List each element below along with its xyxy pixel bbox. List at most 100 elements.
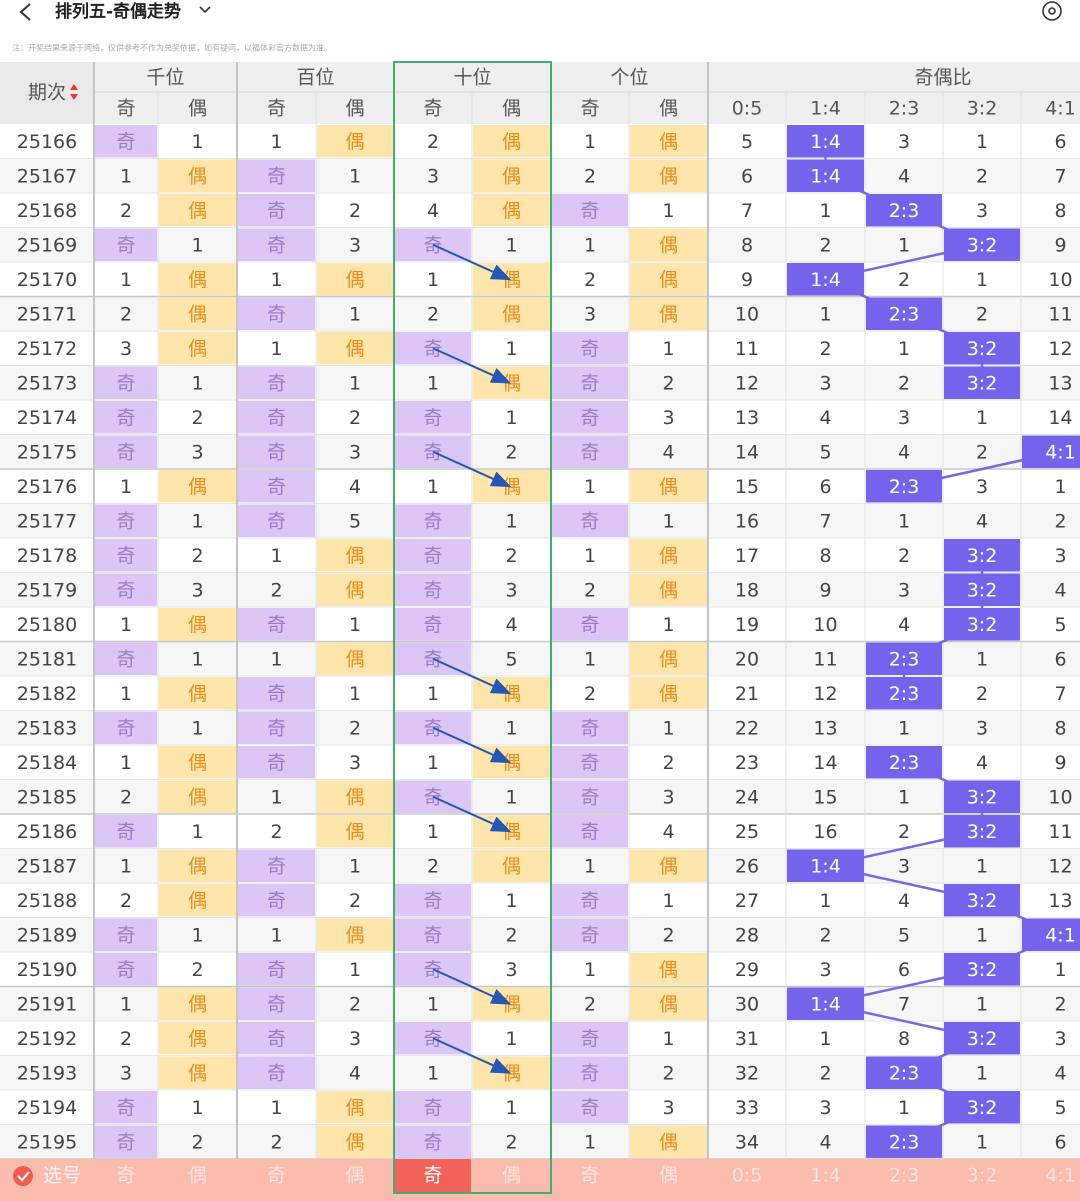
footer-option[interactable]: 0:5 (732, 1165, 763, 1187)
cell-value: 奇 (423, 510, 442, 532)
cell-value: 偶 (188, 614, 207, 636)
cell-value: 29 (735, 959, 759, 981)
footer-option[interactable]: 偶 (345, 1165, 364, 1187)
back-button[interactable] (19, 3, 31, 21)
cell-value: 3 (427, 165, 439, 187)
cell-value: 偶 (659, 1131, 678, 1153)
cell-value: 2 (270, 579, 282, 601)
cell-value: 19 (735, 614, 759, 636)
even-cell-bg (159, 1022, 236, 1055)
footer-option[interactable]: 4:1 (1045, 1165, 1076, 1187)
footer-option[interactable]: 1:4 (810, 1165, 841, 1187)
cell-value: 1 (120, 683, 132, 705)
odd-cell-bg (238, 228, 315, 261)
even-cell-bg (630, 987, 707, 1020)
footer-option[interactable]: 偶 (502, 1165, 521, 1187)
cell-value: 1 (120, 993, 132, 1015)
cell-value: 5 (505, 648, 517, 670)
footer-option[interactable]: 2:3 (889, 1165, 920, 1187)
cell-value: 奇 (580, 1028, 599, 1050)
cell-value: 1 (662, 717, 674, 739)
odd-cell-bg (552, 608, 628, 641)
settings-icon[interactable] (1042, 1, 1062, 21)
cell-value: 偶 (659, 165, 678, 187)
cell-value: 奇 (267, 165, 286, 187)
even-cell-bg (159, 884, 236, 917)
even-cell-bg (159, 194, 236, 227)
select-icon[interactable] (13, 1166, 33, 1186)
cell-value: 2:3 (889, 683, 920, 705)
cell-value: 4 (505, 614, 517, 636)
ratio-cell-bg (866, 470, 942, 503)
cell-value: 2:3 (889, 303, 920, 325)
cell-value: 1 (505, 717, 517, 739)
cell-value: 3 (976, 200, 988, 222)
cell-value: 3 (662, 786, 674, 808)
cell-value: 22 (735, 717, 759, 739)
odd-cell-bg (552, 780, 628, 813)
even-cell-bg (317, 1091, 393, 1124)
footer-option[interactable]: 偶 (188, 1165, 207, 1187)
even-cell-bg (630, 1125, 707, 1158)
even-cell-bg (159, 332, 236, 365)
cell-value: 2 (349, 890, 361, 912)
cell-value: 偶 (188, 165, 207, 187)
odd-cell-bg (238, 1056, 315, 1089)
footer-option[interactable]: 奇 (423, 1165, 442, 1187)
period: 25177 (17, 510, 77, 532)
cell-value: 2 (191, 1131, 203, 1153)
cell-value: 3 (898, 579, 910, 601)
odd-cell-bg (95, 125, 157, 158)
cell-value: 1 (976, 993, 988, 1015)
cell-value: 3:2 (967, 338, 998, 360)
cell-value: 4:1 (1045, 441, 1076, 463)
cell-value: 8 (898, 1028, 910, 1050)
cell-value: 13 (1048, 890, 1072, 912)
odd-cell-bg (238, 987, 315, 1020)
trend-arrow (432, 243, 512, 281)
period: 25173 (17, 372, 77, 394)
sort-icon[interactable] (70, 84, 78, 100)
cell-value: 偶 (345, 924, 364, 946)
cell-value: 1 (270, 786, 282, 808)
even-cell-bg (317, 815, 393, 848)
footer-option[interactable]: 3:2 (967, 1165, 998, 1187)
cell-value: 3 (662, 407, 674, 429)
cell-value: 1 (976, 924, 988, 946)
cell-value: 4 (819, 407, 831, 429)
cell-value: 奇 (116, 131, 135, 153)
odd-cell-bg (95, 366, 157, 399)
footer-option[interactable]: 偶 (659, 1165, 678, 1187)
cell-value: 1 (898, 1097, 910, 1119)
selected-cell-bg (395, 1159, 471, 1193)
sub-header: 偶 (502, 98, 521, 120)
cell-value: 奇 (116, 924, 135, 946)
cell-value: 偶 (502, 476, 521, 498)
cell-value: 1 (270, 648, 282, 670)
cell-value: 偶 (345, 131, 364, 153)
cell-value: 1 (976, 407, 988, 429)
dropdown-icon[interactable] (199, 6, 211, 14)
even-cell-bg (630, 228, 707, 261)
cell-value: 7 (1054, 683, 1066, 705)
footer-option[interactable]: 奇 (267, 1165, 286, 1187)
cell-value: 偶 (659, 545, 678, 567)
even-cell-bg (317, 539, 393, 572)
cell-value: 17 (735, 545, 759, 567)
cell-value: 奇 (423, 407, 442, 429)
even-cell-bg (317, 642, 393, 675)
cell-value: 偶 (659, 959, 678, 981)
odd-cell-bg (238, 953, 315, 986)
even-cell-bg (159, 780, 236, 813)
even-cell-bg (159, 677, 236, 710)
footer-option[interactable]: 奇 (580, 1165, 599, 1187)
cell-value: 奇 (580, 1062, 599, 1084)
group-header: 十位 (453, 67, 491, 89)
footer-option[interactable]: 奇 (116, 1165, 135, 1187)
cell-value: 34 (735, 1131, 759, 1153)
odd-cell-bg (238, 435, 315, 468)
cell-value: 2 (505, 1131, 517, 1153)
cell-value: 1 (427, 269, 439, 291)
cell-value: 1 (349, 683, 361, 705)
odd-cell-bg (395, 608, 471, 641)
